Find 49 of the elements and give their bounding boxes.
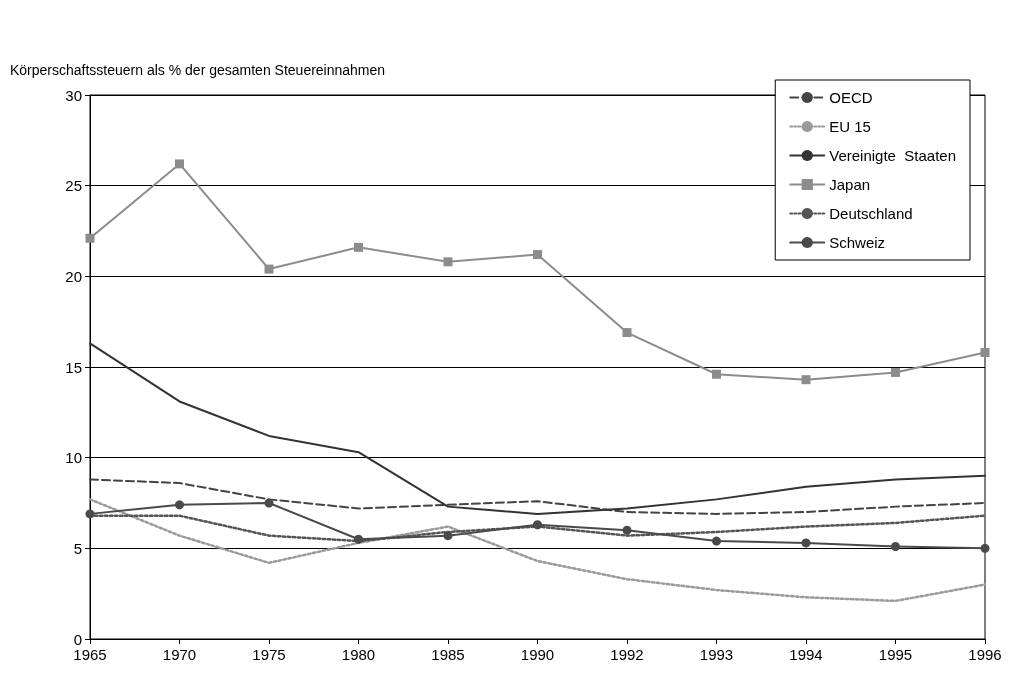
point [533,520,542,530]
point [533,250,542,260]
point [980,543,990,553]
point [175,500,184,510]
point [85,233,95,243]
legend-label: OECD [829,89,873,106]
point [354,534,363,544]
point [980,347,990,357]
point [264,498,274,508]
point [891,367,900,377]
y-tick-label: 0 [73,630,82,648]
legend-label: Schweiz [829,234,886,251]
point [264,264,274,274]
legend-label: Deutschland [829,205,913,222]
x-tick-label: 1995 [878,646,913,663]
x-tick-label: 1985 [431,646,465,663]
line-series [89,478,986,515]
y-axis-title: Körperschaftssteuern als % der gesamten Steuereinnahmen [10,62,386,78]
x-tick-label: 1993 [699,646,734,663]
x-tick-label: 1965 [73,646,107,663]
y-tick-label: 5 [73,539,82,557]
point [712,369,721,379]
y-tick-label: 20 [65,267,82,285]
point [622,328,632,338]
point [443,531,453,541]
point [443,257,453,267]
legend-label: Japan [829,176,871,193]
legend-label: Vereinigte Staaten [829,147,957,164]
y-tick-label: 25 [65,177,82,195]
point [175,159,184,169]
y-tick-label: 15 [65,358,82,376]
x-tick-label: 1992 [610,646,644,663]
point [801,375,811,385]
point [801,538,811,548]
point [891,542,900,552]
x-tick-label: 1975 [252,646,286,663]
x-tick-label: 1980 [341,646,376,663]
y-tick-label: 30 [65,86,82,104]
legend-label: EU 15 [829,118,871,135]
point [622,525,632,535]
line-series [88,498,987,603]
x-tick-label: 1996 [968,646,1002,663]
point [85,509,95,519]
point [712,536,721,546]
point [354,242,363,252]
x-tick-label: 1970 [162,646,197,663]
x-tick-label: 1990 [520,646,555,663]
x-tick-label: 1994 [789,646,823,663]
y-tick-label: 10 [65,449,82,467]
